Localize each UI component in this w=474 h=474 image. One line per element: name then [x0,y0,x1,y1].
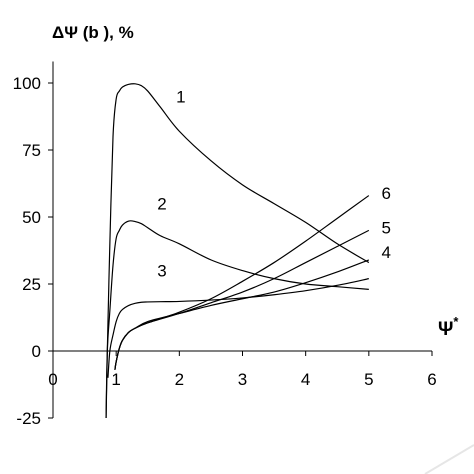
x-axis-title: Ψ* [438,314,459,340]
x-tick-label: 5 [364,370,373,389]
y-tick-label: 0 [32,342,41,361]
x-tick-label: 0 [48,370,57,389]
curve-label-4: 4 [381,243,390,262]
curve-6 [114,195,370,370]
curve-1 [105,83,370,419]
curve-3 [107,278,369,378]
curve-label-2: 2 [157,195,166,214]
x-tick-label: 2 [175,370,184,389]
curve-label-5: 5 [381,219,390,238]
curve-label-6: 6 [381,184,390,203]
y-tick-label: -25 [16,409,41,428]
y-tick-label: 100 [13,74,41,93]
y-axis-title: ΔΨ (b ), % [52,23,134,42]
curve-5 [114,229,370,370]
x-axis-title-base: Ψ [438,319,453,340]
y-tick-label: 50 [22,208,41,227]
x-tick-label: 6 [427,370,436,389]
x-tick-label: 3 [238,370,247,389]
y-axis: -25 0 25 50 75 100 [13,61,54,428]
x-axis: 0 1 2 3 4 5 6 [48,350,437,389]
x-axis-title-superscript: * [453,314,459,329]
x-tick-label: 1 [111,370,120,389]
curve-4 [114,259,370,370]
curves [105,83,370,419]
corner-decoration [424,444,474,474]
x-tick-label: 4 [301,370,310,389]
curve-label-1: 1 [176,87,185,106]
y-tick-label: 75 [22,141,41,160]
curve-label-3: 3 [157,262,166,281]
curve-labels: 1 2 3 4 5 6 [157,87,391,280]
y-tick-label: 25 [22,275,41,294]
